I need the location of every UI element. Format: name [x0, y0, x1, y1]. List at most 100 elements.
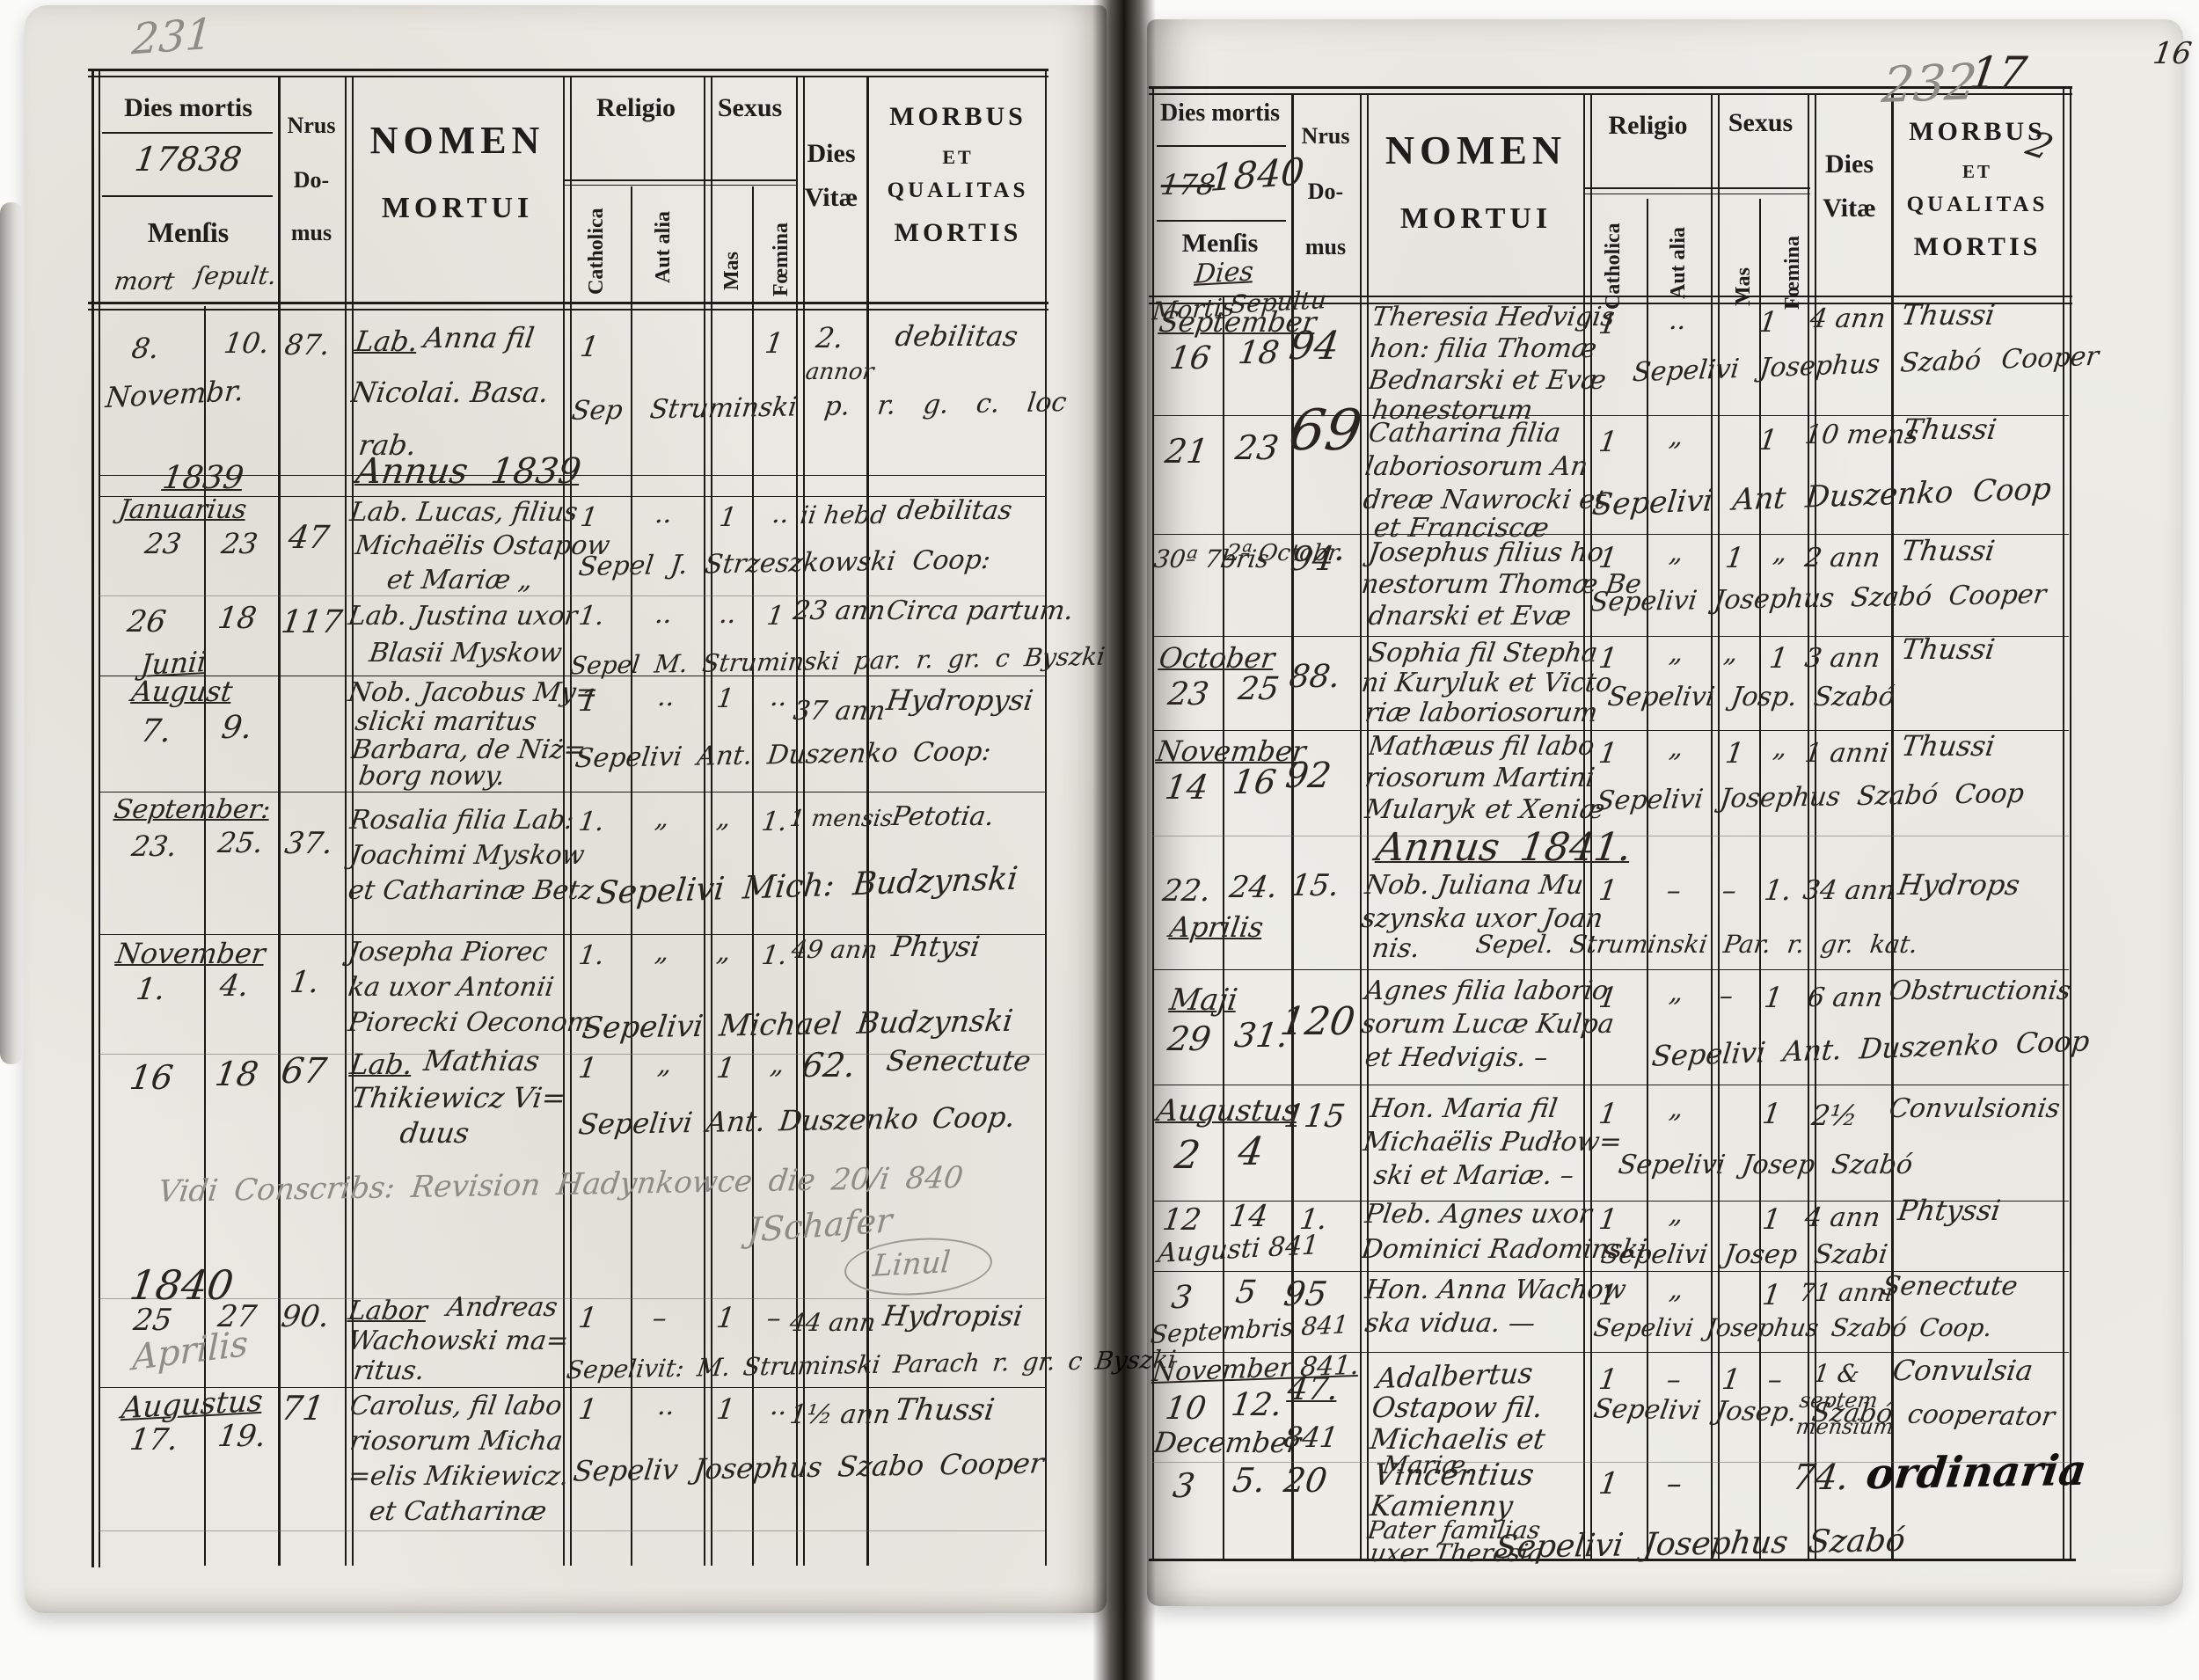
handwritten-entry: Senectute	[1880, 1271, 2020, 1302]
handwritten-entry: 37.	[282, 826, 335, 861]
handwritten-entry: ordinaria	[1863, 1445, 2090, 1500]
table-rule	[803, 77, 805, 1566]
right-folio-number: 16	[2151, 36, 2195, 71]
handwritten-entry: Sepeliv Josephus Szabo Cooper	[571, 1446, 1046, 1488]
handwritten-entry: et Catharinæ	[367, 1496, 549, 1527]
handwritten-entry: Convulsionis	[1887, 1093, 2063, 1124]
table-rule	[88, 69, 1048, 71]
handwritten-entry: 2½	[1809, 1099, 1860, 1132]
printed-label: MORBUS	[889, 102, 1026, 131]
printed-label: NOMEN	[1384, 128, 1567, 172]
table-rule	[1808, 95, 1809, 1559]
printed-label: Fœmina	[1781, 236, 1804, 310]
table-rule	[2063, 86, 2064, 1559]
table-rule	[1149, 303, 2072, 304]
handwritten-entry: 23 ann	[791, 595, 888, 626]
handwritten-entry: 69	[1284, 398, 1366, 464]
printed-label: ET	[1962, 161, 1992, 182]
table-rule	[631, 186, 632, 1566]
handwritten-entry: Sepelivi Josephus Szabó Cooper	[1588, 579, 2049, 618]
printed-label: Catholica	[585, 208, 608, 295]
handwritten-entry: 25	[1236, 671, 1282, 707]
printed-label: Menſis	[1181, 229, 1259, 258]
table-rule	[1149, 296, 2072, 297]
handwritten-entry: 23	[1165, 676, 1211, 712]
handwritten-entry: Mathias	[421, 1044, 542, 1077]
table-rule	[1152, 1271, 2069, 1272]
handwritten-entry: 24.	[1227, 870, 1280, 905]
handwritten-entry: October	[1157, 641, 1277, 675]
handwritten-entry: Petotia.	[889, 801, 997, 832]
handwritten-entry: 841	[1282, 1421, 1341, 1454]
handwritten-entry: 62.	[799, 1046, 858, 1085]
table-rule	[99, 1387, 1045, 1388]
handwritten-entry: Michaelis et	[1368, 1422, 1548, 1456]
handwritten-entry: 20	[1281, 1461, 1330, 1500]
handwritten-entry: 23	[219, 527, 260, 560]
printed-label: ET	[942, 146, 974, 168]
handwritten-entry: 92	[1282, 756, 1334, 796]
handwritten-entry: 67	[278, 1051, 330, 1092]
handwritten-entry: Maji	[1167, 982, 1240, 1018]
printed-label: Aut alia	[652, 210, 675, 283]
handwritten-entry: Sepelivi Josp. Szabó	[1605, 682, 1897, 712]
handwritten-entry: Annus 1839	[353, 451, 584, 492]
handwritten-entry: Thussi	[1901, 413, 1999, 446]
table-rule	[1647, 199, 1648, 1559]
handwritten-entry: Phtysi	[889, 930, 983, 963]
handwritten-entry: 1.	[288, 965, 322, 1000]
printed-label: MORTIS	[1913, 232, 2042, 261]
handwritten-entry: Senectute	[884, 1044, 1034, 1077]
handwritten-entry: Bednarski et Evæ	[1366, 365, 1609, 396]
table-rule	[563, 77, 565, 1566]
table-rule	[1759, 199, 1761, 1559]
table-rule	[1718, 95, 1720, 1559]
handwritten-entry: Agnes filia laborio	[1363, 975, 1611, 1006]
pencil-note: JSchafer	[746, 1201, 894, 1250]
table-rule	[1711, 95, 1713, 1559]
table-rule	[1152, 1201, 2069, 1202]
handwritten-entry: Adalbertus	[1375, 1355, 1535, 1396]
handwritten-entry: ski et Mariæ. –	[1371, 1160, 1576, 1191]
printed-label: Dies	[1825, 150, 1874, 179]
table-rule	[570, 77, 572, 1566]
table-rule	[99, 1530, 1045, 1531]
handwritten-entry: Sepel. Struminski Par. r. gr. kat.	[1473, 930, 1920, 959]
handwritten-entry: Augustus	[1154, 1093, 1301, 1129]
handwritten-entry: Nob. Jacobus My=	[346, 677, 601, 708]
table-rule	[1149, 1559, 2076, 1561]
handwritten-entry: November	[1154, 734, 1309, 768]
handwritten-entry: 2 ann	[1802, 543, 1882, 573]
handwritten-entry: 34 ann	[1801, 875, 1897, 906]
handwritten-entry: Mularyk et Xeniæ	[1363, 794, 1607, 825]
handwritten-entry: Convulsia	[1890, 1354, 2035, 1387]
printed-label: Dies	[807, 139, 856, 168]
handwritten-entry: Catharina filia	[1366, 418, 1563, 449]
handwritten-entry: 1 mensis	[787, 806, 895, 832]
handwritten-entry: 1 anni	[1802, 738, 1891, 769]
table-rule	[99, 595, 1045, 596]
handwritten-entry: Circa partum.	[884, 595, 1076, 626]
handwritten-entry: 14	[1227, 1199, 1271, 1234]
table-rule	[563, 185, 796, 186]
handwritten-entry: borg nowy.	[356, 761, 508, 792]
handwritten-entry: 120	[1277, 999, 1358, 1044]
handwritten-entry: Annus 1841.	[1373, 825, 1634, 870]
handwritten-entry: ritus.	[351, 1355, 427, 1386]
printed-label: Religio	[596, 93, 676, 122]
handwritten-entry: August	[129, 675, 235, 708]
table-rule	[1367, 95, 1369, 1559]
handwritten-entry: Mathæus fil labo	[1366, 731, 1596, 762]
handwritten-entry: 1.	[576, 940, 607, 971]
handwritten-entry: laboriosorum An	[1363, 451, 1590, 482]
right-page-number: 232	[1879, 53, 1980, 115]
printed-label: MORBUS	[1909, 117, 2046, 146]
handwritten-entry: 1.	[759, 940, 790, 971]
handwritten-entry: 2.	[814, 321, 846, 354]
handwritten-entry: Sepelivi Ant. Duszenko Coop.	[576, 1099, 1018, 1142]
table-rule	[1891, 95, 1894, 1559]
handwritten-entry: September:	[112, 794, 273, 825]
handwritten-entry: Sepelivi Josep Szabó	[1616, 1150, 1915, 1180]
handwritten-entry: 23.	[129, 829, 179, 863]
